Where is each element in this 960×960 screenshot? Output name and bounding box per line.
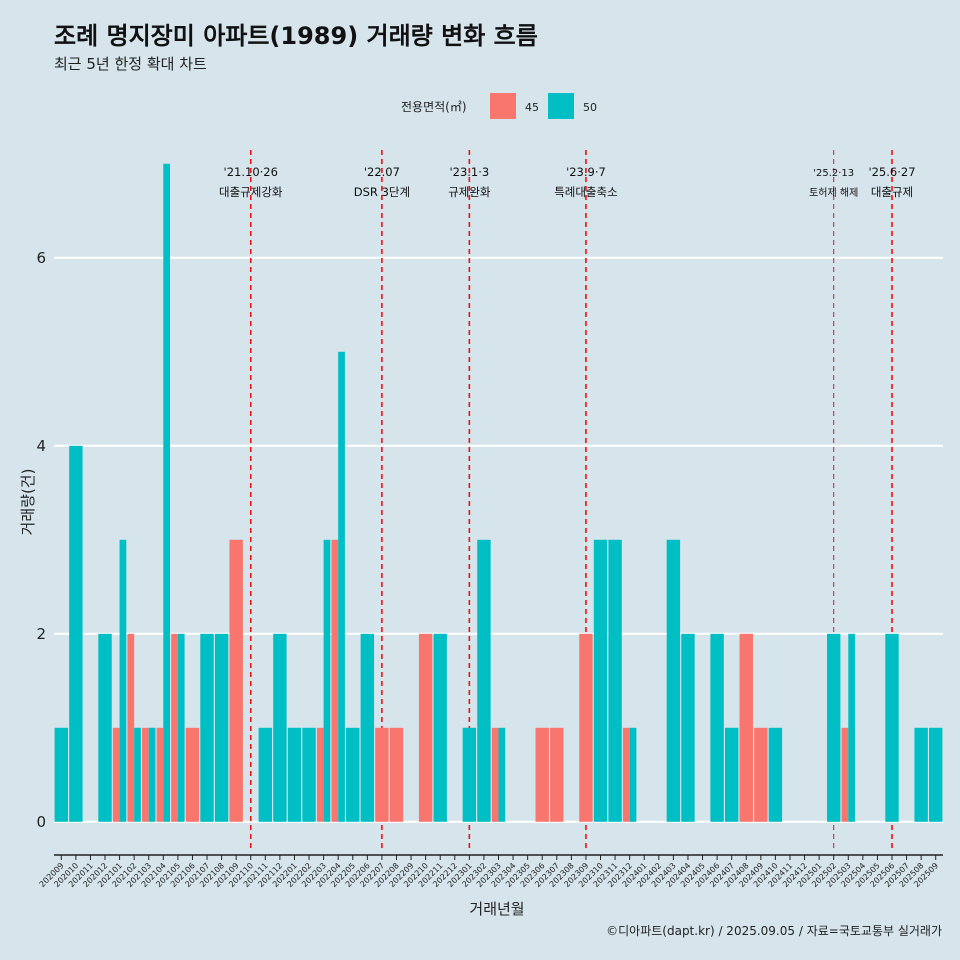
bar-202302-50 bbox=[477, 539, 491, 822]
bar-202404-50 bbox=[681, 633, 695, 822]
bars bbox=[54, 163, 943, 822]
bar-202207-45 bbox=[375, 727, 389, 822]
bar-202410-50 bbox=[768, 727, 783, 822]
bar-202009-50 bbox=[54, 727, 68, 822]
bar-202103-50 bbox=[148, 727, 156, 822]
event-desc-label: 토허제 해제 bbox=[809, 186, 858, 199]
y-tick-label: 0 bbox=[36, 813, 46, 831]
bar-202206-50 bbox=[360, 633, 375, 822]
y-axis: 0 2 4 6 bbox=[36, 249, 46, 831]
legend-label-45: 45 bbox=[525, 101, 539, 114]
event-date-label: '25.6·27 bbox=[868, 165, 915, 179]
bar-202508-50 bbox=[914, 727, 928, 822]
bar-202102-50 bbox=[134, 727, 141, 822]
bar-202312-50 bbox=[629, 727, 637, 822]
bar-202112-50 bbox=[273, 633, 287, 822]
bar-202303-50 bbox=[498, 727, 506, 822]
bar-202204-45 bbox=[331, 539, 339, 822]
bar-202210-45 bbox=[418, 633, 433, 822]
y-tick-label: 4 bbox=[36, 437, 46, 455]
event-annotations: '21.10·26 대출규제강화 '22.07 DSR 3단계 '23.1·3 규제완화 '… bbox=[219, 165, 916, 199]
bar-202107-50 bbox=[200, 633, 214, 822]
bar-202503-45 bbox=[841, 727, 849, 822]
chart-title: 조례 명지장미 아파트(1989) 거래량 변화 흐름 bbox=[54, 22, 538, 50]
chart-caption: ©디아파트(dapt.kr) / 2025.09.05 / 자료=국토교통부 실… bbox=[606, 924, 942, 938]
event-desc-label: 특례대출축소 bbox=[554, 185, 617, 199]
bar-202203-50 bbox=[323, 539, 331, 822]
bar-202105-50 bbox=[177, 633, 185, 822]
bar-202103-45 bbox=[142, 727, 149, 822]
bar-202409-45 bbox=[754, 727, 768, 822]
bar-202203-45 bbox=[316, 727, 324, 822]
bar-202101-45 bbox=[112, 727, 120, 822]
bar-202301-50 bbox=[462, 727, 477, 822]
event-desc-label: 대출규제강화 bbox=[219, 185, 283, 199]
bar-202208-45 bbox=[389, 727, 404, 822]
bar-202202-50 bbox=[302, 727, 316, 822]
bar-202012-50 bbox=[98, 633, 112, 822]
event-desc-label: 대출규제 bbox=[871, 185, 913, 199]
bar-202408-45 bbox=[739, 633, 753, 822]
bar-202502-50 bbox=[826, 633, 841, 822]
event-desc-label: 규제완화 bbox=[448, 185, 491, 199]
bar-202309-45 bbox=[579, 633, 593, 822]
bar-202102-45 bbox=[127, 633, 135, 822]
bar-202104-50 bbox=[163, 163, 171, 822]
bar-202310-50 bbox=[593, 539, 608, 822]
bar-202105-45 bbox=[171, 633, 178, 822]
bar-202204-50 bbox=[338, 351, 345, 822]
y-tick-label: 2 bbox=[36, 625, 46, 643]
bar-202403-50 bbox=[666, 539, 681, 822]
bar-202104-45 bbox=[156, 727, 164, 822]
legend-swatch-50 bbox=[548, 93, 574, 119]
event-date-label: '25.2·13 bbox=[813, 168, 854, 179]
x-axis: 2020092020102020112020122021012021022021… bbox=[38, 854, 943, 889]
event-date-label: '22.07 bbox=[364, 165, 400, 179]
bar-202312-45 bbox=[622, 727, 630, 822]
bar-202311-50 bbox=[608, 539, 622, 822]
event-desc-label: DSR 3단계 bbox=[354, 185, 410, 199]
bar-202211-50 bbox=[433, 633, 447, 822]
y-axis-title: 거래량(건) bbox=[19, 469, 37, 536]
y-tick-label: 6 bbox=[36, 249, 46, 267]
event-date-label: '23.1·3 bbox=[449, 165, 489, 179]
x-axis-title: 거래년월 bbox=[469, 900, 524, 918]
event-date-label: '23.9·7 bbox=[566, 165, 606, 179]
bar-202109-45 bbox=[229, 539, 243, 822]
event-date-label: '21.10·26 bbox=[224, 165, 278, 179]
bar-202407-50 bbox=[724, 727, 739, 822]
bar-202101-50 bbox=[119, 539, 127, 822]
bar-202111-50 bbox=[258, 727, 273, 822]
legend-title: 전용면적(㎡) bbox=[401, 100, 467, 114]
legend: 전용면적(㎡) 45 50 bbox=[401, 93, 597, 119]
bar-202303-45 bbox=[491, 727, 499, 822]
legend-swatch-45 bbox=[490, 93, 516, 119]
bar-202506-50 bbox=[885, 633, 899, 822]
bar-202509-50 bbox=[929, 727, 943, 822]
bar-202205-50 bbox=[346, 727, 360, 822]
bar-202010-50 bbox=[69, 445, 83, 822]
chart-subtitle: 최근 5년 한정 확대 차트 bbox=[54, 55, 207, 73]
bar-202201-50 bbox=[287, 727, 302, 822]
bar-202503-50 bbox=[848, 633, 855, 822]
bar-202307-45 bbox=[550, 727, 564, 822]
bar-202106-45 bbox=[185, 727, 200, 822]
bar-202108-50 bbox=[214, 633, 229, 822]
bar-202306-45 bbox=[535, 727, 549, 822]
bar-202406-50 bbox=[710, 633, 724, 822]
legend-label-50: 50 bbox=[583, 101, 597, 114]
